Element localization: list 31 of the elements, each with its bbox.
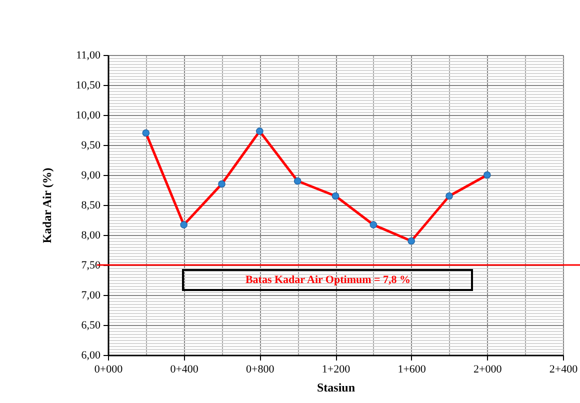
x-tick-label: 0+000: [94, 364, 124, 376]
point: [332, 192, 340, 200]
y-tick-label: 7,50: [81, 260, 101, 272]
point: [218, 180, 226, 188]
y-tick-label: 6,00: [81, 350, 101, 362]
point: [408, 237, 415, 245]
point: [484, 171, 491, 179]
point: [180, 221, 188, 228]
y-axis-title: Kadar Air (%): [40, 168, 54, 244]
x-tick-label: 1+200: [322, 364, 351, 376]
point: [142, 129, 150, 137]
y-tick-label: 9,50: [81, 140, 101, 152]
y-tick-label: 7,00: [81, 290, 101, 302]
y-tick-label: 11,00: [76, 50, 101, 62]
x-tick-label: 2+000: [474, 364, 502, 376]
y-tick-label: 8,00: [81, 230, 101, 242]
y-tick-label: 10,50: [76, 80, 101, 92]
annotation: Batas Kadar Air Optimum = 7,8 %: [245, 274, 411, 286]
y-tick-label: 6,50: [81, 320, 101, 332]
x-tick-label: 0+800: [246, 364, 275, 376]
x-tick-label: 0+400: [170, 364, 199, 376]
x-axis-title: Stasiun: [316, 380, 356, 394]
y-tick-label: 9,00: [81, 170, 101, 182]
y-tick-label: 8,50: [81, 200, 101, 212]
y-tick-label: 10,00: [76, 110, 101, 122]
x-tick-label: 2+400: [549, 364, 578, 376]
point: [370, 221, 378, 228]
x-tick-label: 1+600: [398, 364, 426, 376]
point: [256, 128, 264, 135]
point: [446, 192, 453, 200]
point: [294, 177, 302, 185]
